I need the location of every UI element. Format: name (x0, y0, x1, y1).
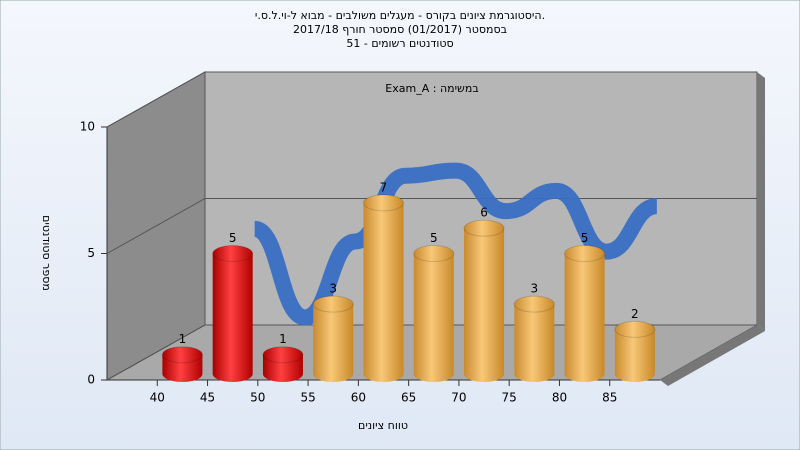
curve-ribbon (252, 162, 659, 326)
x-tick-label: 60 (351, 391, 366, 405)
y-tick-label: 10 (80, 120, 95, 134)
chart-subtitle: סטודנטים רשומים - 51 (346, 37, 453, 50)
bar (212, 253, 253, 374)
x-tick-label: 80 (552, 391, 567, 405)
y-tick-label: 0 (87, 373, 95, 387)
x-tick-label: 70 (451, 391, 466, 405)
bar-top (513, 295, 555, 313)
bar (413, 253, 454, 374)
bar-top (463, 219, 505, 237)
value-label: 2 (631, 307, 639, 321)
bar-top (564, 245, 606, 262)
chart-subtitle: בסמסטר (01/2017) סמסטר חורף 2017/18 (293, 23, 507, 36)
bar-top (312, 295, 354, 313)
value-label: 5 (229, 231, 237, 245)
bar-top (413, 245, 455, 262)
x-tick-label: 55 (300, 391, 315, 405)
value-label: 1 (179, 332, 187, 346)
bar (564, 253, 605, 374)
value-label: 5 (430, 231, 438, 245)
value-label: 3 (530, 282, 538, 296)
x-axis-label: טווח ציונים (358, 419, 408, 432)
value-label: 1 (279, 332, 287, 346)
bar (464, 228, 505, 374)
grid-line (106, 71, 757, 128)
x-tick-label: 65 (401, 391, 416, 405)
y-axis-label: מספר סטודנטים (40, 215, 53, 291)
x-tick-label: 45 (200, 391, 215, 405)
annotation: Exam_A : במשימה (385, 82, 478, 95)
bar (313, 304, 354, 374)
x-tick-label: 40 (150, 391, 165, 405)
x-tick-label: 50 (250, 391, 265, 405)
floor-edge (660, 325, 765, 386)
value-label: 7 (380, 180, 388, 194)
bar-top (262, 346, 304, 364)
bar-top (212, 245, 254, 262)
bar-top (161, 346, 203, 364)
value-label: 6 (480, 206, 488, 220)
y-tick-label: 5 (87, 246, 95, 260)
x-tick-label: 75 (502, 391, 517, 405)
wall-edge (757, 72, 765, 331)
bar-top (363, 194, 404, 212)
bar (514, 304, 555, 374)
value-label: 5 (581, 231, 589, 245)
x-tick-label: 85 (602, 391, 617, 405)
value-label: 3 (329, 282, 337, 296)
bar-top (614, 320, 656, 338)
bar (363, 202, 404, 374)
chart-title: היסטוגרמת ציונים בקורס - מעגלים משולבים … (255, 9, 545, 22)
